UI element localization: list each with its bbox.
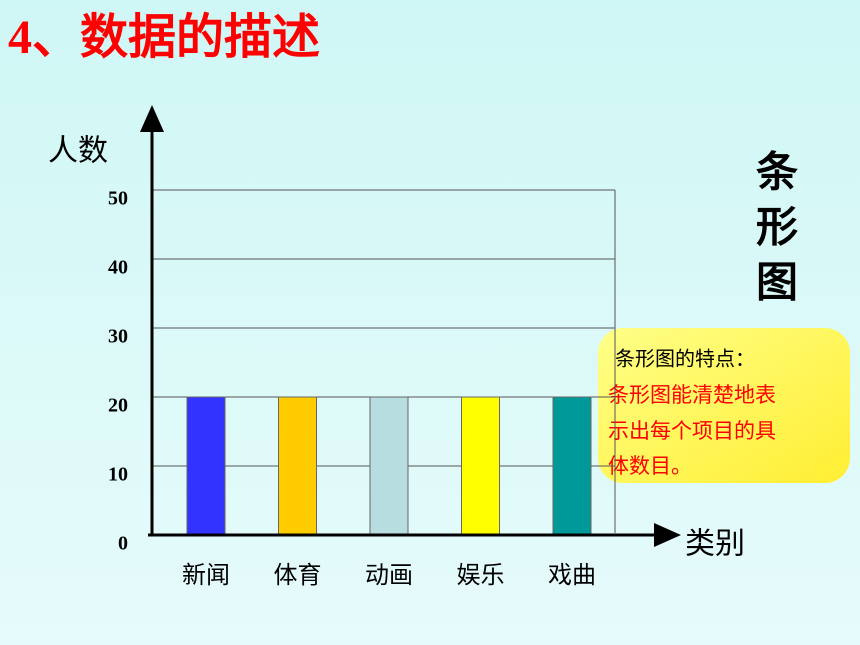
bar	[552, 396, 592, 536]
bar	[186, 396, 226, 536]
side-label: 条	[756, 148, 798, 197]
x-tick-label: 体育	[274, 561, 322, 589]
side-label: 形	[756, 203, 798, 252]
x-tick-label: 戏曲	[548, 561, 596, 589]
x-tick-label: 娱乐	[457, 561, 505, 589]
note-line: 条形图能清楚地表	[608, 383, 776, 407]
x-tick-label: 动画	[365, 561, 413, 589]
x-axis-label: 类别	[685, 527, 745, 562]
y-tick-label: 10	[108, 464, 128, 486]
x-tick-label: 新闻	[182, 561, 230, 589]
note-box	[598, 328, 850, 483]
side-label: 图	[756, 258, 798, 307]
y-tick-label: 20	[108, 395, 128, 417]
note-title: 条形图的特点：	[615, 347, 755, 371]
y-tick-label: 30	[108, 326, 128, 348]
bar	[461, 396, 500, 536]
bar	[369, 396, 409, 536]
bar	[278, 396, 317, 536]
chart-title: 4、数据的描述	[8, 11, 320, 64]
y-tick-label: 0	[118, 533, 128, 555]
y-tick-label: 40	[108, 257, 128, 279]
y-axis-label: 人数	[48, 134, 108, 169]
y-tick-label: 50	[108, 188, 128, 210]
note-line: 示出每个项目的具	[608, 419, 776, 443]
note-line: 体数目。	[608, 454, 692, 478]
